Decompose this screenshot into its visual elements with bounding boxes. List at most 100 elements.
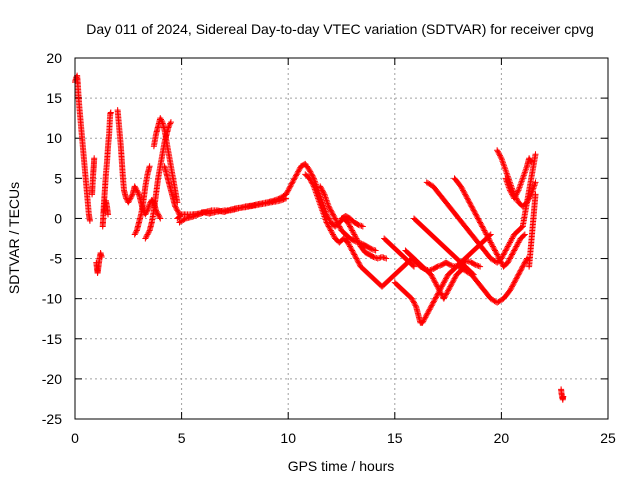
data-point xyxy=(445,286,452,293)
data-point xyxy=(309,172,316,179)
data-point xyxy=(435,284,442,291)
y-tick-label: 10 xyxy=(46,130,62,146)
y-tick-label: 5 xyxy=(54,170,62,186)
data-point xyxy=(494,148,501,155)
data-point xyxy=(517,181,524,188)
data-point xyxy=(502,167,509,174)
data-point xyxy=(86,217,93,224)
data-point xyxy=(505,242,512,249)
data-point xyxy=(335,222,342,229)
data-point xyxy=(145,228,152,235)
data-point xyxy=(526,155,533,162)
data-point xyxy=(411,301,418,308)
data-point xyxy=(158,117,165,124)
data-point xyxy=(329,230,336,237)
data-point xyxy=(498,259,505,266)
data-point xyxy=(460,187,467,194)
data-point xyxy=(442,291,449,298)
x-axis-label: GPS time / hours xyxy=(288,458,395,474)
data-point xyxy=(327,227,334,234)
data-point xyxy=(489,242,496,249)
data-point xyxy=(430,276,437,283)
data-point xyxy=(502,165,509,172)
data-point xyxy=(494,147,501,154)
data-point xyxy=(520,173,527,180)
data-point xyxy=(410,298,417,305)
data-point xyxy=(143,232,150,239)
data-point xyxy=(127,195,134,202)
data-point xyxy=(486,236,493,243)
data-point xyxy=(371,246,378,253)
data-point xyxy=(522,166,529,173)
data-point xyxy=(521,259,528,266)
data-point xyxy=(447,261,454,268)
data-point xyxy=(497,153,504,160)
data-point xyxy=(507,238,514,245)
data-point xyxy=(331,214,338,221)
data-point xyxy=(479,223,486,230)
data-point xyxy=(165,123,172,130)
data-point xyxy=(452,274,459,281)
data-point xyxy=(350,230,357,237)
x-tick-label: 0 xyxy=(71,430,79,446)
data-point xyxy=(462,192,469,199)
data-point xyxy=(319,187,326,194)
data-point xyxy=(472,210,479,217)
data-point xyxy=(527,157,534,164)
data-point xyxy=(516,270,523,277)
data-point xyxy=(514,242,521,249)
data-point xyxy=(172,203,179,210)
data-point xyxy=(128,194,135,201)
data-point xyxy=(426,306,433,313)
data-point xyxy=(521,170,528,177)
data-point xyxy=(126,196,133,203)
data-point xyxy=(442,276,449,283)
data-point xyxy=(484,234,491,241)
data-point xyxy=(515,271,522,278)
data-point xyxy=(380,254,387,261)
data-point xyxy=(476,218,483,225)
data-point xyxy=(423,313,430,320)
data-point xyxy=(288,182,295,189)
x-tick-label: 25 xyxy=(600,430,616,446)
data-point xyxy=(309,180,316,187)
data-point xyxy=(493,250,500,257)
data-point xyxy=(157,116,164,123)
data-point xyxy=(347,224,354,231)
data-point xyxy=(337,224,344,231)
data-point xyxy=(461,190,468,197)
y-tick-labels: -25 -20 -15 -10 -5 0 5 10 15 20 xyxy=(42,50,62,427)
data-point xyxy=(330,212,337,219)
x-tick-label: 5 xyxy=(178,430,186,446)
data-point xyxy=(293,171,300,178)
data-point xyxy=(325,223,332,230)
data-point xyxy=(325,215,332,222)
data-point xyxy=(133,187,140,194)
data-point xyxy=(290,178,297,185)
data-point xyxy=(128,192,135,199)
data-point xyxy=(437,290,444,297)
data-point xyxy=(432,295,439,302)
data-point xyxy=(475,263,482,270)
data-point xyxy=(510,280,517,287)
data-point xyxy=(516,238,523,245)
data-point xyxy=(383,255,390,262)
data-point xyxy=(344,239,351,246)
data-point xyxy=(175,208,182,215)
y-tick-label: 0 xyxy=(54,210,62,226)
data-point xyxy=(490,244,497,251)
data-point xyxy=(348,226,355,233)
data-point xyxy=(511,246,518,253)
y-tick-label: 20 xyxy=(46,50,62,66)
data-point xyxy=(487,238,494,245)
data-point xyxy=(409,297,416,304)
data-point xyxy=(511,279,518,286)
data-point xyxy=(492,248,499,255)
data-point xyxy=(467,202,474,209)
data-point xyxy=(349,248,356,255)
y-axis-label: SDTVAR / TECUs xyxy=(6,182,22,294)
data-point xyxy=(481,227,488,234)
data-point xyxy=(328,228,335,235)
data-point xyxy=(510,248,517,255)
